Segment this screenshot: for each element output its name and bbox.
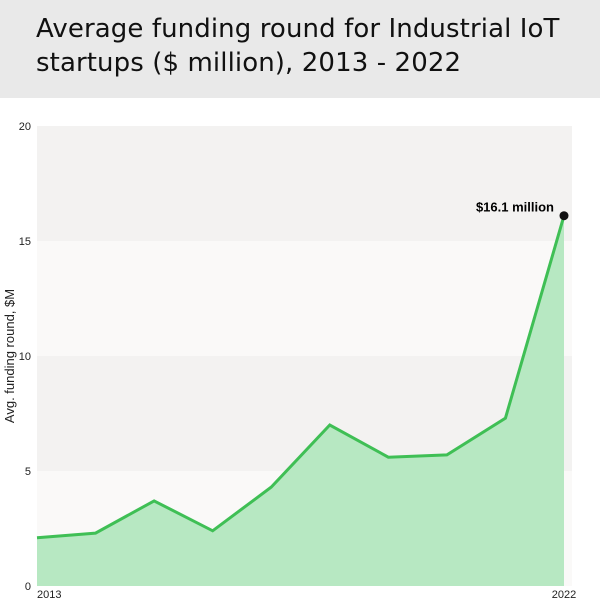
line-layer [36,215,566,540]
background-band [37,126,572,241]
area-layer [37,215,564,586]
title-band [0,0,600,98]
series-area [37,215,564,586]
annotation-marker [559,211,569,221]
x-tick-label: 2013 [37,589,61,600]
chart-title: Average funding round for Industrial IoT… [36,14,560,78]
background-band [37,241,572,356]
series-line [36,215,566,540]
y-tick-label: 5 [25,466,31,478]
y-tick-label: 20 [19,121,31,133]
y-tick-label: 15 [19,236,31,248]
y-tick-label: 10 [19,351,31,363]
annotation-label: $16.1 million [476,200,554,215]
y-tick-label: 0 [25,581,31,593]
x-tick-label: 2022 [552,589,576,600]
y-axis-label: Avg. funding round, $M [2,289,17,423]
points-layer [559,211,569,221]
y-axis-ticks: 0 5 10 15 20 [19,121,31,593]
x-axis-ticks: 2013 2022 [37,589,576,600]
